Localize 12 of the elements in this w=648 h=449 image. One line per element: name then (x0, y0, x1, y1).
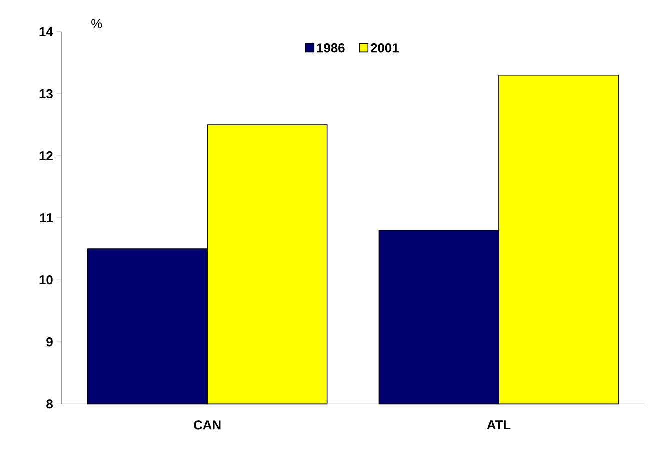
legend-label: 1986 (317, 44, 345, 53)
legend-label: 2001 (370, 44, 399, 53)
y-tick-label: 9 (46, 338, 53, 347)
y-tick-label: 11 (40, 214, 54, 222)
y-axis-title: % (92, 19, 102, 28)
y-tick-label: 14 (40, 27, 54, 36)
y-tick-label: 12 (40, 151, 53, 160)
x-tick-label: ATL (487, 420, 511, 430)
x-tick-label: CAN (194, 420, 221, 430)
y-tick-label: 13 (40, 89, 53, 99)
y-tick-label: 8 (46, 400, 53, 409)
y-tick-label: 10 (40, 275, 53, 285)
